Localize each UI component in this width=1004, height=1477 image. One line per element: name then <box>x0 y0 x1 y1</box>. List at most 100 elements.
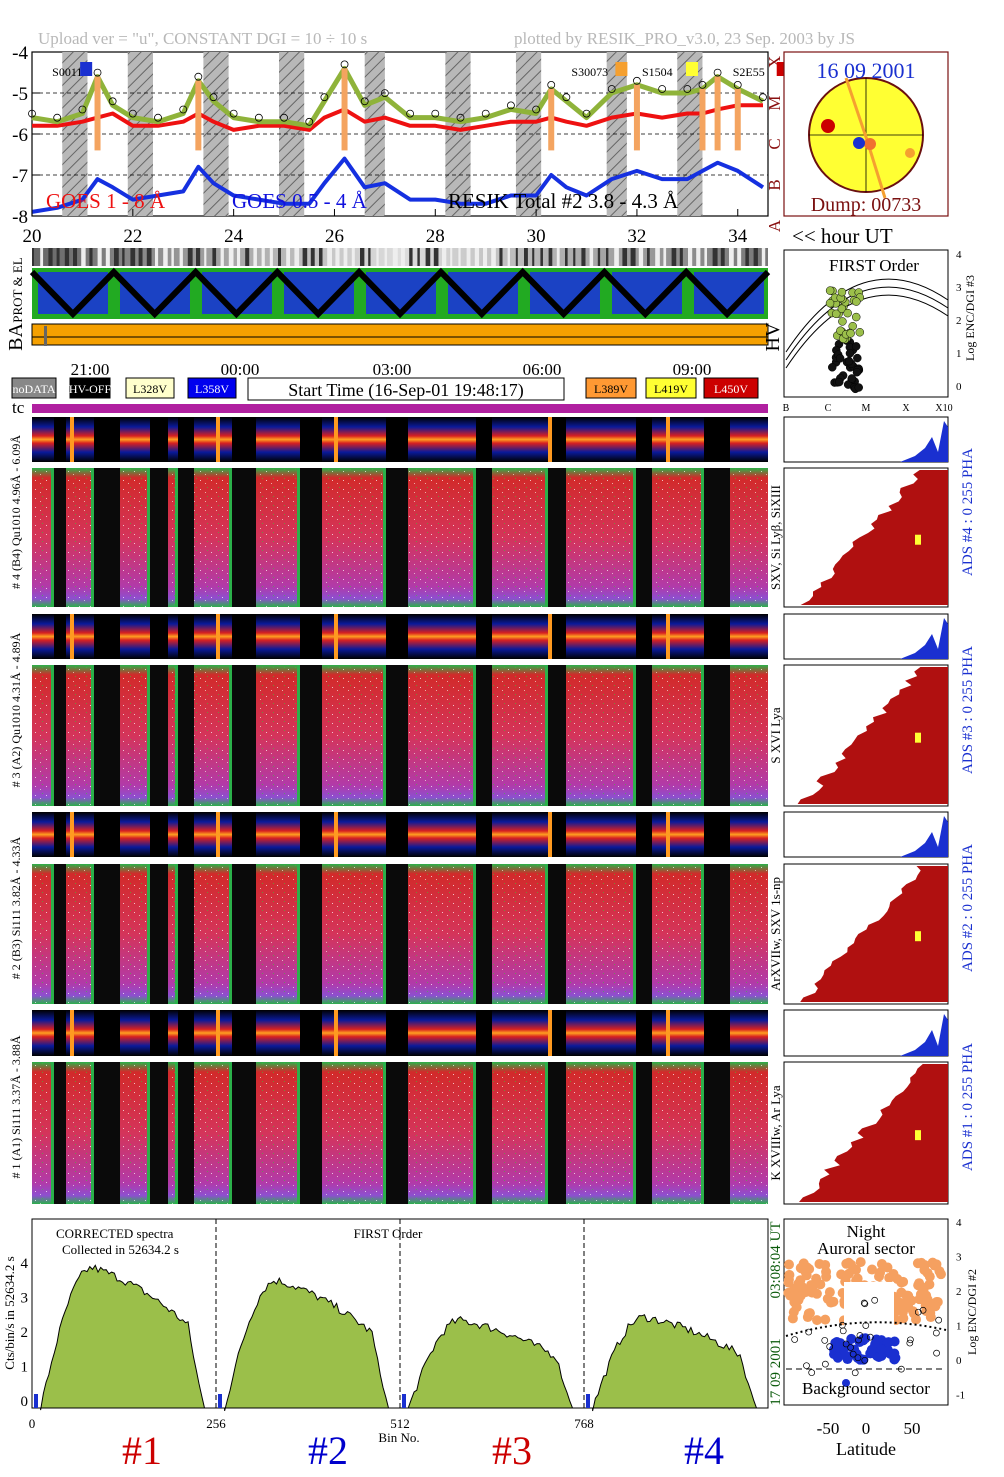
spectrogram-gap-column <box>636 1062 652 1204</box>
band-gap-column <box>548 614 566 659</box>
gray-strip-tick <box>409 248 413 266</box>
gray-strip-tick <box>163 248 168 266</box>
pha-histogram <box>786 1014 948 1056</box>
background-point <box>832 1352 843 1363</box>
goes-ytick: -5 <box>12 84 28 105</box>
auroral-point <box>841 1258 852 1269</box>
row-right-label: ADS #4 : 0 255 PHA <box>960 448 976 576</box>
auroral-point <box>919 1264 930 1275</box>
spectrogram-edge-column <box>545 468 548 607</box>
active-region-marker-east <box>821 119 835 133</box>
auroral-point <box>820 1259 831 1270</box>
spectrogram-gap-column <box>636 468 652 607</box>
first-order-point <box>855 328 865 337</box>
spectrogram-gap-column <box>704 1062 730 1204</box>
spectrogram-edge-column <box>175 468 178 607</box>
gray-strip-tick <box>581 248 586 266</box>
band-gap-column <box>178 812 194 857</box>
band-gap-column <box>476 417 492 462</box>
gray-strip-tick <box>228 248 234 266</box>
first-order-point <box>844 356 854 366</box>
spectrum-hump <box>40 1264 206 1411</box>
aurora-open-point <box>822 1360 829 1368</box>
first-order-ytick: 1 <box>956 348 962 360</box>
corrected-spectra-ytick: 2 <box>21 1325 29 1341</box>
gray-strip-tick <box>679 248 683 266</box>
hv-legend-swatch <box>585 377 637 399</box>
ads-marker <box>915 732 921 743</box>
spectrogram-gap-column <box>300 468 322 607</box>
spectrogram-edge-column <box>91 1062 94 1204</box>
first-order-xlabel: B <box>783 403 790 414</box>
aurora-gap <box>844 1282 894 1326</box>
gray-strip-tick <box>515 248 518 266</box>
latitude-tick: 50 <box>904 1419 921 1438</box>
aurora-panel: Night Auroral sector Background sector -… <box>783 1217 979 1459</box>
spectrogram-edge-column <box>473 665 476 806</box>
aurora-open-point <box>906 1339 914 1347</box>
goes-legend-entry: RESIK Total #2 3.8 - 4.3 Å <box>448 189 679 213</box>
sun-date: 16 09 2001 <box>817 58 916 83</box>
band-gap-column <box>94 1010 120 1056</box>
band-flare-line <box>70 417 74 462</box>
band-flare-line <box>666 614 670 659</box>
gray-strip-tick <box>335 248 340 266</box>
spectrum-hump <box>592 1314 758 1412</box>
spectrogram-edge-column <box>51 864 54 1004</box>
pointing-track <box>844 77 869 141</box>
resik-point <box>108 97 117 106</box>
latitude-label: Latitude <box>836 1439 896 1459</box>
auroral-point <box>920 1300 931 1311</box>
gray-strip-tick <box>392 248 398 266</box>
channel-edge-spike <box>218 1394 222 1408</box>
band-gap-column <box>636 1010 652 1056</box>
flare-label: S2E55 <box>733 65 765 79</box>
hv-legend-swatch <box>125 377 175 399</box>
auroral-point <box>800 1287 811 1298</box>
gray-strip-tick <box>425 248 431 266</box>
resik-point <box>280 113 288 122</box>
first-order-point <box>825 286 835 295</box>
band-gap-column <box>300 1010 322 1056</box>
bin-tick: 512 <box>390 1416 410 1431</box>
auroral-point <box>815 1279 826 1290</box>
gray-strip-tick <box>737 248 742 266</box>
gray-strip-tick <box>745 248 749 266</box>
gray-strip-tick <box>565 248 568 266</box>
gray-strip-tick <box>64 248 70 266</box>
first-order-ytick: 2 <box>956 315 962 327</box>
pointing-marker-blue <box>853 137 865 149</box>
aurora-open-point <box>855 1336 862 1344</box>
bin-number-label: Bin No. <box>378 1430 419 1445</box>
spectrogram-edge-column <box>297 864 300 1004</box>
spectrogram-edge-column <box>297 468 300 607</box>
spectrogram-gap-column <box>178 468 194 607</box>
gray-strip-tick <box>343 248 348 266</box>
resik-point <box>633 76 641 85</box>
flare-orange-marker <box>734 88 741 151</box>
resik-point <box>607 85 616 93</box>
band-flare-line <box>666 812 670 857</box>
band-gap-column <box>300 417 322 462</box>
first-order-ylabel: Log ENC/DGI #3 <box>963 275 977 361</box>
channel-edge-spike <box>586 1394 590 1408</box>
spectrogram-edge-column <box>473 468 476 607</box>
spectrogram-edge-column <box>229 665 232 806</box>
auroral-point <box>876 1259 887 1270</box>
ads-histogram <box>800 470 948 605</box>
spectrogram-edge-column <box>91 864 94 1004</box>
first-order-frame <box>783 249 949 398</box>
auroral-point <box>903 1296 914 1307</box>
aurora-open-point <box>860 1299 868 1307</box>
spectrogram-gap-column <box>476 864 492 1004</box>
resik-point <box>194 72 203 81</box>
first-order-point <box>838 317 847 326</box>
gray-strip-tick <box>155 248 159 266</box>
gray-strip-tick <box>466 248 471 266</box>
resik-point <box>658 85 667 93</box>
spectrogram-gap-column <box>178 665 194 806</box>
spectrogram-gap-column <box>54 864 66 1004</box>
band-gap-column <box>386 812 408 857</box>
resik-point <box>340 60 349 69</box>
spectrogram-gap-column <box>150 468 168 607</box>
